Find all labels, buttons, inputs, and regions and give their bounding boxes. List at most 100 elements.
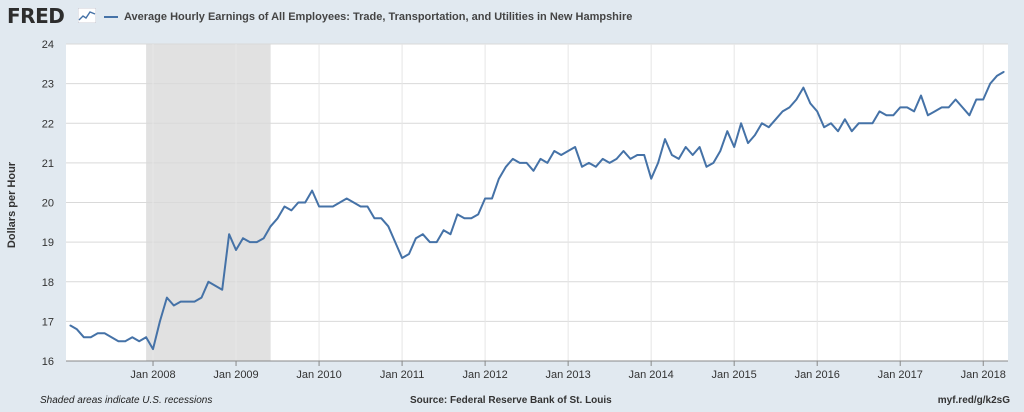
data-point [595,166,597,168]
data-point [491,197,493,200]
data-point [311,190,313,192]
data-point [187,300,189,303]
data-point [885,114,887,116]
data-point [249,241,251,243]
data-point [560,154,562,156]
short-link[interactable]: myf.red/g/k2sG [937,395,1010,406]
data-point [443,229,445,231]
data-point [719,150,721,152]
data-point [346,197,348,200]
data-point [408,253,410,255]
legend-series-name: Average Hourly Earnings of All Employees… [124,11,633,23]
data-point [892,114,894,116]
data-point [353,201,355,204]
data-point [539,158,542,160]
data-point [166,297,168,299]
fred-logo[interactable]: FRED [7,4,65,28]
y-tick-label: 19 [42,237,54,249]
data-point [802,86,804,89]
data-point [456,213,459,215]
data-point [657,162,659,164]
data-point [948,106,950,108]
data-point [449,233,452,235]
data-point [961,106,964,108]
data-point [477,213,479,215]
data-point [761,122,763,124]
data-point [740,122,742,124]
data-point [698,146,701,148]
x-tick-label: Jan 2015 [712,369,757,381]
data-point [228,233,230,235]
data-point [899,106,901,108]
data-point [221,289,223,291]
x-tick-label: Jan 2009 [213,369,258,381]
data-point [844,118,846,120]
data-point [712,162,715,164]
data-point [463,217,465,219]
x-tick-label: Jan 2016 [795,369,840,381]
data-point [90,336,92,338]
data-point [782,110,784,112]
data-point [318,205,320,208]
data-point [650,178,652,180]
data-point [546,162,548,164]
data-point [304,201,306,204]
data-point [359,205,362,208]
data-point [394,241,396,243]
data-point [567,150,569,152]
data-point [366,205,369,208]
y-tick-label: 23 [42,79,54,91]
data-point [152,348,154,350]
data-point [159,320,161,322]
data-point [103,332,106,334]
data-point [138,340,140,342]
data-point [692,154,694,156]
data-point [526,162,528,164]
data-point [768,126,770,128]
data-point [920,94,922,97]
y-tick-label: 24 [42,39,54,51]
y-tick-label: 22 [42,118,54,130]
data-point [484,197,486,200]
data-point [297,201,299,204]
data-point [470,217,472,219]
data-point [415,237,417,239]
data-point [436,241,438,243]
data-point [110,336,113,338]
y-tick-label: 18 [42,277,54,289]
data-point [754,134,756,136]
data-point [989,83,991,85]
data-point [664,138,666,140]
data-point [290,209,292,212]
x-tick-label: Jan 2008 [130,369,175,381]
x-tick-label: Jan 2010 [296,369,341,381]
data-point [83,336,85,338]
data-point [339,201,341,204]
data-point [117,340,120,342]
data-point [532,170,535,172]
data-point [519,162,521,164]
data-point [954,98,957,101]
data-point [775,118,777,120]
data-point [145,336,147,338]
y-tick-label: 16 [42,356,54,368]
data-point [200,297,203,299]
data-point [733,146,735,148]
chart-legend: Average Hourly Earnings of All Employees… [104,11,632,23]
data-point [498,178,500,180]
data-point [270,225,272,227]
data-point [975,98,977,101]
data-point [512,158,514,160]
data-point [705,166,708,168]
data-point [380,217,382,219]
data-point [242,237,244,239]
data-point [332,205,334,208]
fred-chart-icon [78,8,96,23]
y-tick-label: 20 [42,198,54,210]
data-point [173,304,175,307]
series-line [69,70,1005,351]
data-point [283,205,286,208]
data-point [823,126,825,128]
data-point [574,146,576,148]
